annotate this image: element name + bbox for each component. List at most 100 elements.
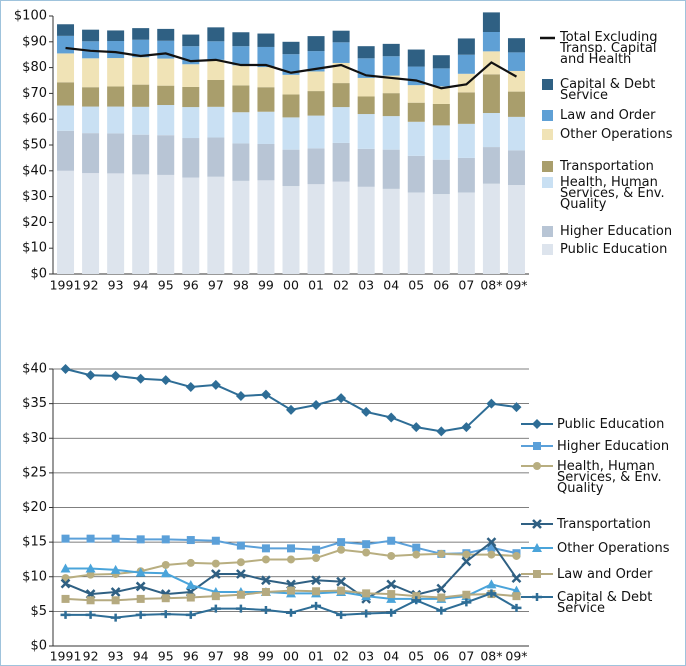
legend-swatch [542,129,553,140]
marker [185,580,196,590]
bar-segment [357,148,375,187]
bar-segment [257,143,275,181]
marker [260,605,271,614]
bar-segment [107,86,125,107]
bar-segment [457,123,475,158]
bar-segment [207,137,225,177]
marker [136,594,145,603]
marker [532,593,542,601]
x-tick-label: 94 [133,649,149,664]
legend-label: Capital & Debt Service [560,77,656,103]
bar-segment [207,176,225,274]
x-tick-label: 96 [183,649,199,664]
y-tick-label: $40 [22,163,47,178]
marker [286,608,296,617]
y-tick-label: $100 [14,9,47,24]
marker [211,559,220,568]
bar-segment [457,157,475,193]
bar-segment [507,38,525,53]
x-tick-label: 04 [383,278,399,293]
marker [236,590,245,599]
marker [60,578,71,589]
marker [260,389,271,400]
y-tick-label: $20 [22,215,47,230]
bar-segment [432,125,450,160]
x-tick-label: 07 [458,278,474,293]
bar-segment [432,194,450,274]
x-tick-label: 06 [433,649,449,664]
marker [261,555,270,564]
marker [486,579,497,589]
bar-segment [157,105,175,136]
marker [311,400,322,411]
legend-label: Law and Order [560,108,656,123]
marker [437,593,446,602]
marker [533,570,541,578]
marker [386,412,397,423]
legend-label: Public Education [560,242,668,257]
marker [486,398,497,409]
marker [387,536,396,545]
x-tick-label: 08* [480,649,502,664]
marker [261,575,271,586]
marker [486,537,497,548]
x-tick-label: 92 [83,278,99,293]
bar-segment [57,82,75,106]
marker [312,554,321,563]
bar-segment [207,27,225,42]
marker [236,569,246,579]
marker [511,573,522,584]
bar-segment [482,31,500,52]
bar-segment [332,42,350,63]
marker [135,610,146,619]
bar-segment [132,106,150,135]
x-tick-label: 97 [208,649,224,664]
legend-label: Transportation [557,517,651,532]
marker [312,587,321,596]
x-tick-label: 01 [308,278,324,293]
bar-segment [207,79,225,107]
y-tick-label: $0 [30,639,47,654]
marker [86,534,95,543]
bar-segment [332,181,350,274]
bar-segment [307,36,325,52]
bar-segment [307,184,325,274]
marker [186,536,195,545]
x-tick-label: 99 [258,649,274,664]
x-tick-label: 1991 [50,278,82,293]
legend-label: Total Excluding Transp. Capital and Heal… [560,30,658,67]
bar-segment [282,186,300,274]
x-tick-label: 07 [458,649,474,664]
marker [235,604,246,613]
x-tick-label: 01 [308,649,324,664]
bar-segment [482,147,500,184]
bar-segment [407,102,425,122]
bar-segment [407,49,425,67]
marker [160,610,171,619]
legend-label: Higher Education [557,439,670,454]
marker [411,596,422,605]
y-tick-label: $35 [22,396,47,411]
marker [185,382,196,393]
marker [311,601,322,610]
bar-segment [57,170,75,274]
marker [60,364,71,374]
bar-segment [282,117,300,150]
series-line [65,368,517,433]
marker [361,609,372,618]
marker [532,419,542,429]
marker [532,543,542,552]
bar-segment [332,83,350,108]
bar-segment [182,138,200,178]
bar-segment [307,51,325,72]
bar-segment [107,41,125,59]
bar-segment [232,143,250,181]
x-tick-label: 98 [233,649,249,664]
marker [110,613,121,622]
y-tick-label: $25 [22,465,47,480]
bar-segment [82,87,100,107]
marker [337,538,346,547]
marker [311,575,321,586]
bar-segment [182,86,200,108]
bar-segment [507,184,525,274]
